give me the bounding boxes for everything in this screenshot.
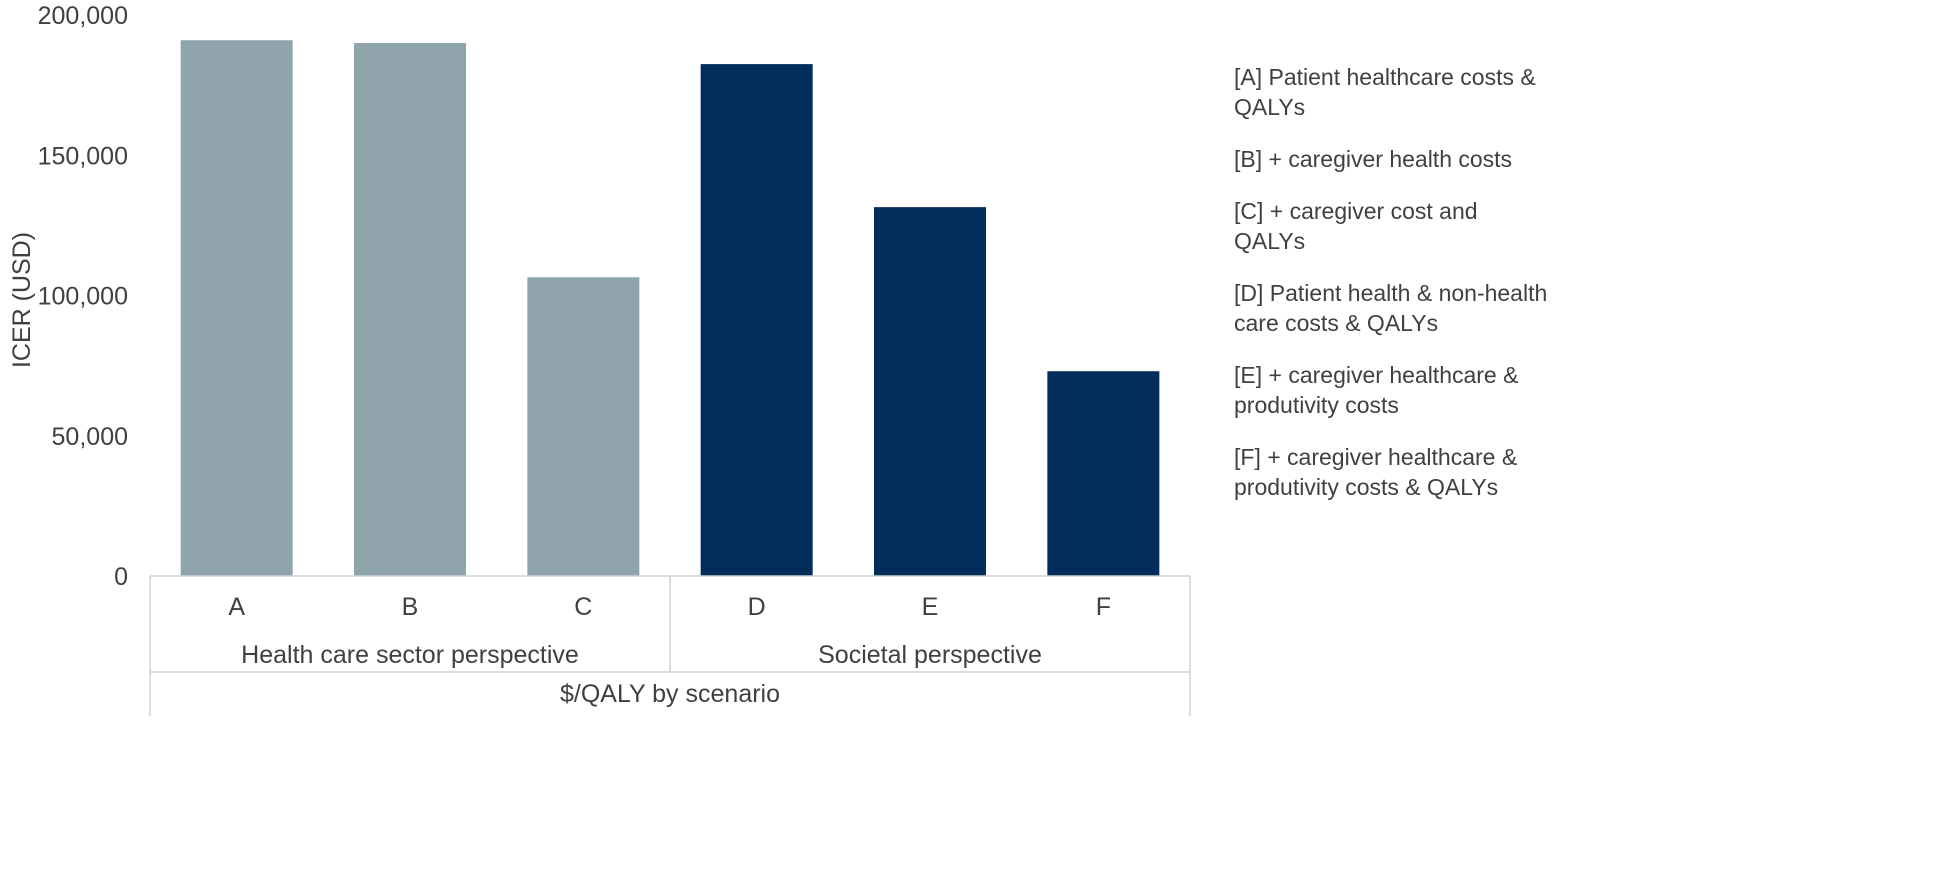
x-tick-label: D: [748, 593, 766, 621]
legend-item-f: [F] + caregiver healthcare & produtivity…: [1234, 444, 1518, 500]
x-axis-label: $/QALY by scenario: [560, 680, 780, 708]
legend-item-c: [C] + caregiver cost and QALYs: [1234, 198, 1478, 254]
legend-item-a: [A] Patient healthcare costs & QALYs: [1234, 64, 1536, 120]
y-tick-label: 0: [114, 563, 128, 591]
group-label: Health care sector perspective: [241, 641, 579, 669]
bar-c: [527, 277, 640, 576]
bar-f: [1047, 371, 1160, 576]
y-tick-label: 200,000: [38, 2, 128, 30]
group-label: Societal perspective: [818, 641, 1042, 669]
y-tick-label: 100,000: [38, 283, 128, 311]
x-tick-label: A: [228, 593, 245, 621]
bar-d: [700, 64, 813, 577]
bar-e: [874, 207, 986, 576]
legend-item-d: [D] Patient health & non-health care cos…: [1234, 280, 1548, 336]
y-tick-label: 50,000: [52, 423, 128, 451]
legend-item-e: [E] + caregiver healthcare & produtivity…: [1234, 362, 1519, 418]
x-tick-label: E: [922, 593, 939, 621]
bar-a: [180, 40, 293, 577]
legend: [A] Patient healthcare costs & QALYs [B]…: [1234, 62, 1554, 524]
x-tick-label: B: [402, 593, 419, 621]
y-tick-label: 150,000: [38, 142, 128, 170]
legend-item-b: [B] + caregiver health costs: [1234, 146, 1513, 172]
bar-b: [354, 43, 466, 577]
y-axis-label: ICER (USD): [8, 232, 36, 368]
x-tick-label: C: [574, 593, 592, 621]
x-tick-label: F: [1096, 593, 1111, 621]
